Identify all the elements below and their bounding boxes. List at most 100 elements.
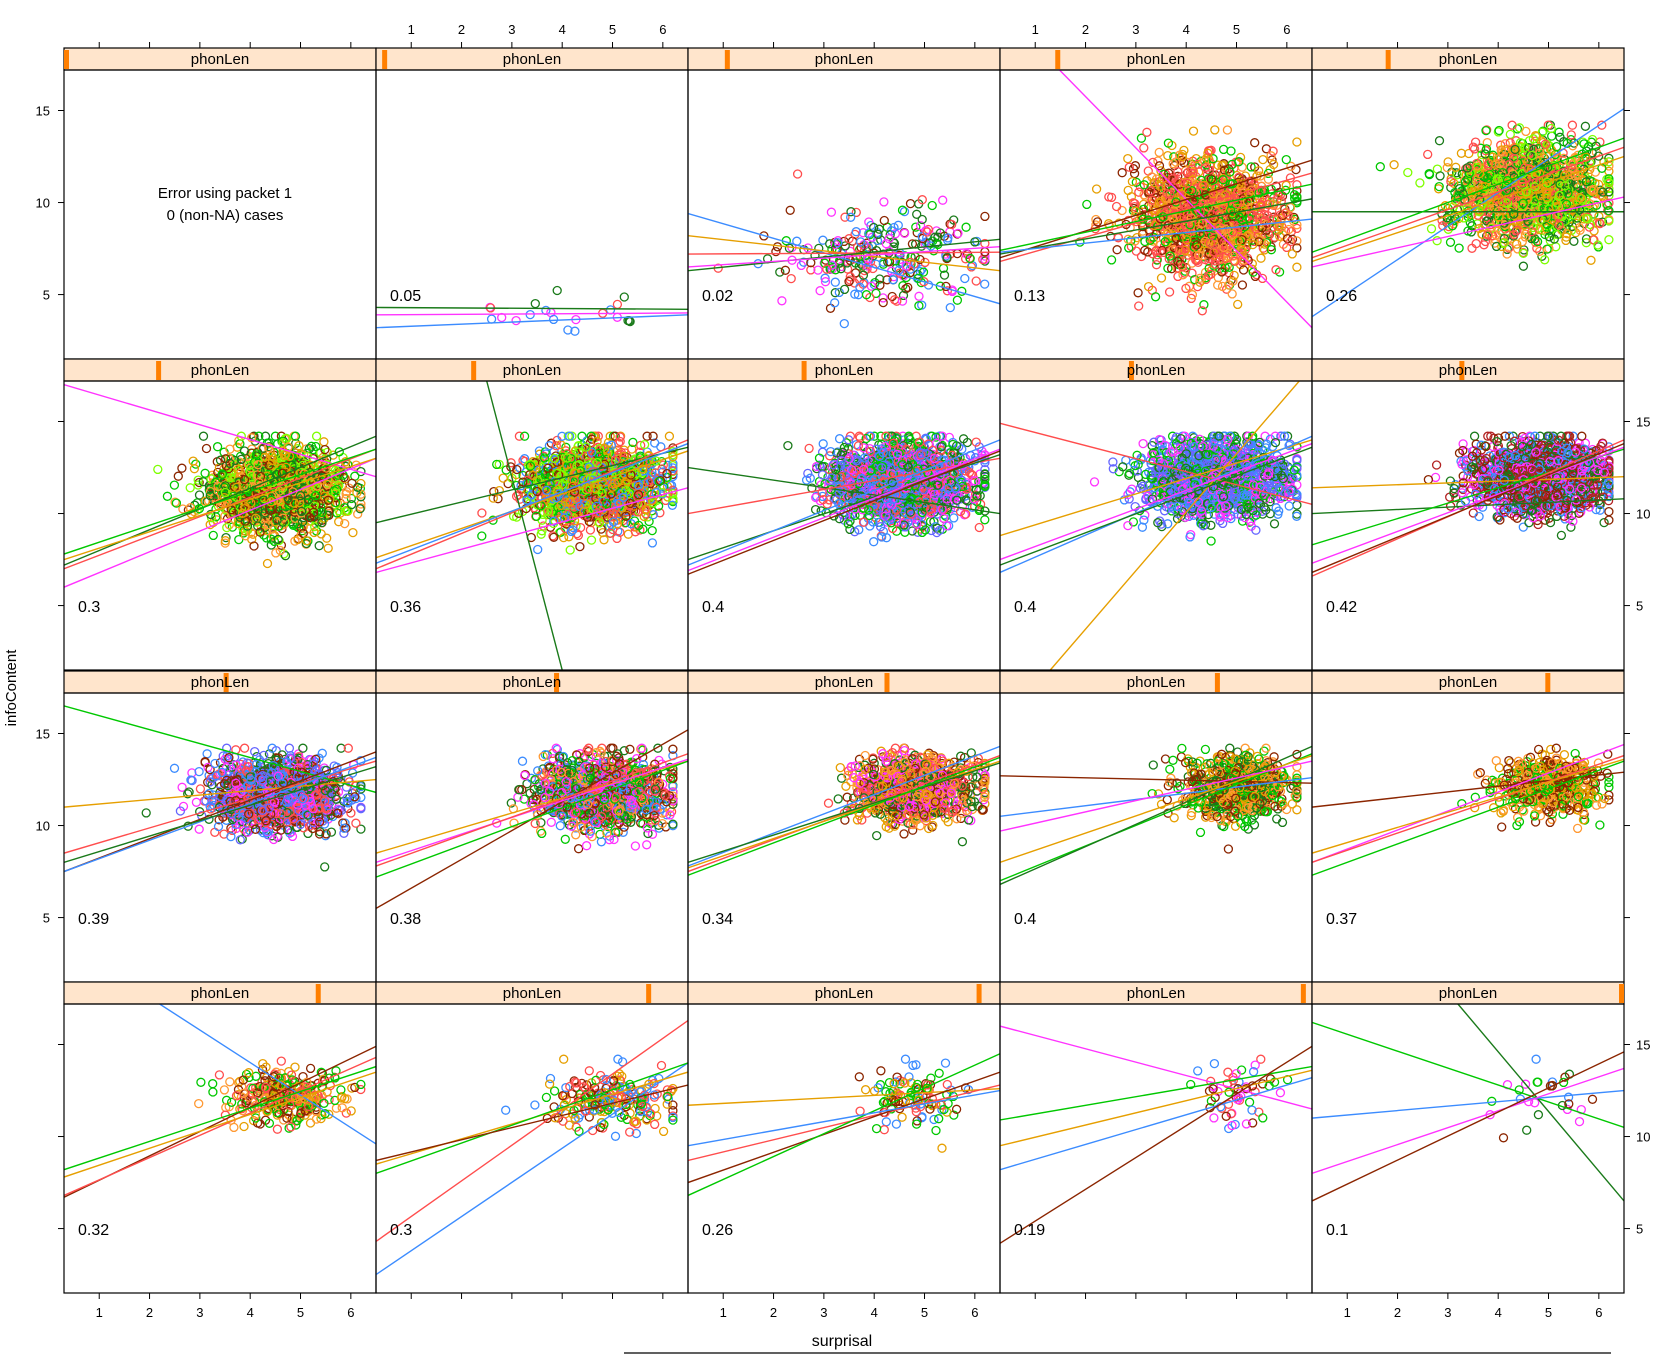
scatter-point bbox=[786, 206, 794, 214]
scatter-point bbox=[1288, 250, 1296, 258]
scatter-point bbox=[174, 472, 182, 480]
panel-correlation-label: 0.13 bbox=[1014, 288, 1045, 305]
scatter-point bbox=[831, 278, 839, 286]
scatter-point bbox=[880, 217, 888, 225]
scatter-point bbox=[1581, 122, 1589, 130]
scatter-point bbox=[1548, 132, 1556, 140]
scatter-point bbox=[907, 200, 915, 208]
scatter-point bbox=[190, 465, 198, 473]
scatter-point bbox=[794, 170, 802, 178]
scatter-point bbox=[1113, 203, 1121, 211]
scatter-point bbox=[1424, 150, 1432, 158]
scatter-point bbox=[774, 243, 782, 251]
scatter-point bbox=[1259, 156, 1267, 164]
scatter-point bbox=[1587, 256, 1595, 264]
scatter-point bbox=[163, 492, 171, 500]
scatter-point bbox=[1287, 204, 1295, 212]
scatter-point bbox=[1113, 246, 1121, 254]
scatter-point bbox=[1134, 289, 1142, 297]
panel-data bbox=[64, 385, 376, 587]
panel-data bbox=[688, 170, 1000, 328]
scatter-point bbox=[1522, 127, 1530, 135]
strip-label: phonLen bbox=[1439, 51, 1497, 68]
scatter-point bbox=[179, 505, 187, 513]
scatter-point bbox=[170, 481, 178, 489]
scatter-point bbox=[879, 299, 887, 307]
panel-correlation-label: 0.02 bbox=[702, 288, 733, 305]
scatter-point bbox=[1155, 148, 1163, 156]
scatter-point bbox=[787, 275, 795, 283]
scatter-point bbox=[200, 432, 208, 440]
scatter-point bbox=[1238, 281, 1246, 289]
scatter-point bbox=[1093, 185, 1101, 193]
scatter-point bbox=[1118, 207, 1126, 215]
scatter-point bbox=[349, 529, 357, 537]
panel-data bbox=[376, 381, 688, 670]
panel-error-message: 0 (non-NA) cases bbox=[167, 207, 284, 224]
scatter-point bbox=[899, 206, 907, 214]
scatter-point bbox=[1223, 126, 1231, 134]
scatter-point bbox=[899, 297, 907, 305]
scatter-point bbox=[201, 469, 209, 477]
scatter-point bbox=[1228, 290, 1236, 298]
scatter-point bbox=[772, 248, 780, 256]
panel-frame bbox=[64, 381, 376, 670]
scatter-point bbox=[613, 300, 621, 308]
fit-line bbox=[376, 315, 688, 328]
strip-label: phonLen bbox=[815, 51, 873, 68]
scatter-point bbox=[214, 443, 222, 451]
scatter-point bbox=[1568, 121, 1576, 129]
strip-level-marker bbox=[471, 361, 476, 380]
scatter-point bbox=[1118, 169, 1126, 177]
scatter-point bbox=[1227, 147, 1235, 155]
strip-level-marker bbox=[64, 50, 69, 69]
scatter-point bbox=[553, 287, 561, 295]
scatter-point bbox=[776, 268, 784, 276]
scatter-point bbox=[912, 223, 920, 231]
scatter-point bbox=[953, 296, 961, 304]
strip-level-marker bbox=[156, 361, 161, 380]
strip-label: phonLen bbox=[503, 362, 561, 379]
scatter-point bbox=[324, 544, 332, 552]
strip-level-marker bbox=[382, 50, 387, 69]
scatter-point bbox=[827, 208, 835, 216]
scatter-point bbox=[209, 531, 217, 539]
scatter-point bbox=[1436, 137, 1444, 145]
scatter-point bbox=[816, 287, 824, 295]
scatter-point bbox=[781, 266, 789, 274]
scatter-point bbox=[981, 212, 989, 220]
strip-label: phonLen bbox=[503, 51, 561, 68]
panel-correlation-label: 0.05 bbox=[390, 288, 421, 305]
fit-line bbox=[64, 385, 376, 477]
scatter-point bbox=[962, 223, 970, 231]
scatter-point bbox=[1135, 302, 1143, 310]
panel: phonLen 0.26 bbox=[1312, 48, 1624, 359]
scatter-point bbox=[550, 315, 558, 323]
scatter-point bbox=[264, 560, 272, 568]
scatter-point bbox=[1108, 256, 1116, 264]
strip-level-marker bbox=[1055, 50, 1060, 69]
scatter-point bbox=[531, 300, 539, 308]
scatter-point bbox=[1567, 131, 1575, 139]
scatter-point bbox=[323, 534, 331, 542]
scatter-point bbox=[1416, 179, 1424, 187]
scatter-point bbox=[1140, 144, 1148, 152]
scatter-point bbox=[1234, 300, 1242, 308]
scatter-point bbox=[1083, 200, 1091, 208]
panel-error-message: Error using packet 1 bbox=[158, 185, 292, 202]
scatter-point bbox=[1428, 225, 1436, 233]
scatter-point bbox=[1282, 181, 1290, 189]
scatter-point bbox=[1376, 163, 1384, 171]
panel-correlation-label: 0.26 bbox=[1326, 288, 1357, 305]
scatter-point bbox=[1570, 237, 1578, 245]
panel-data bbox=[1312, 109, 1624, 317]
scatter-point bbox=[1257, 254, 1265, 262]
scatter-point bbox=[1214, 281, 1222, 289]
scatter-point bbox=[827, 304, 835, 312]
strip-level-marker bbox=[1386, 50, 1391, 69]
scatter-point bbox=[939, 196, 947, 204]
scatter-point bbox=[203, 445, 211, 453]
scatter-point bbox=[778, 297, 786, 305]
